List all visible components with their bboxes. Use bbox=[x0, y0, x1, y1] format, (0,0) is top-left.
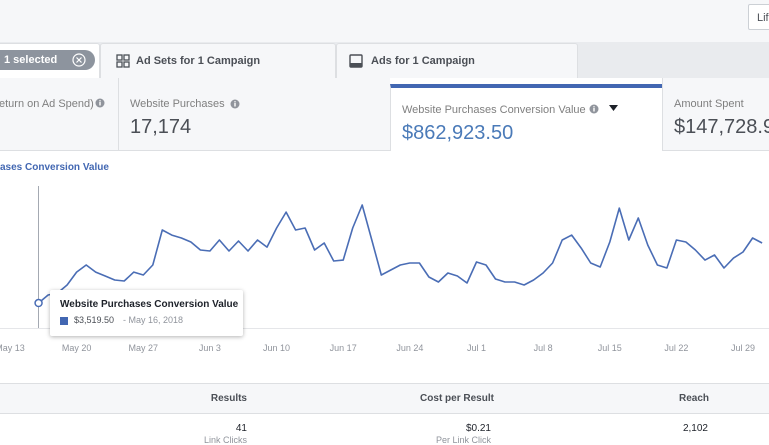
x-tick-label: Jun 3 bbox=[199, 343, 221, 353]
column-header[interactable]: Cost per Result bbox=[420, 393, 494, 404]
metric-cell-selected[interactable]: Website Purchases Conversion Value $862,… bbox=[390, 84, 662, 151]
info-icon bbox=[589, 104, 599, 114]
info-icon bbox=[95, 98, 105, 108]
cell-value: 2,102 bbox=[682, 423, 708, 434]
dropdown-icon[interactable] bbox=[609, 105, 618, 112]
x-tick-label: Jul 1 bbox=[467, 343, 486, 353]
info-icon bbox=[230, 99, 240, 109]
tooltip-title: Website Purchases Conversion Value bbox=[60, 299, 239, 310]
tooltip-swatch bbox=[60, 317, 68, 325]
tooltip-value: $3,519.50 bbox=[74, 315, 115, 325]
tooltip-date: - May 16, 2018 bbox=[123, 315, 184, 325]
hover-point bbox=[34, 298, 43, 308]
metric-label: Amount Spent bbox=[674, 98, 744, 110]
lifetime-button[interactable]: Lif bbox=[748, 4, 769, 30]
chart: May 13 May 20 May 27 Jun 3 Jun 10 Jun 17 Jun 2… bbox=[0, 186, 769, 353]
x-tick-label: Jun 10 bbox=[263, 343, 290, 353]
tab-label: Ad Sets for 1 Campaign bbox=[136, 55, 261, 67]
column-header[interactable]: Reach bbox=[678, 393, 710, 404]
line bbox=[38, 204, 763, 304]
metric-value: $862,923.50 bbox=[402, 122, 514, 144]
metric-cell[interactable]: Website Purchases 17,174 bbox=[118, 78, 390, 150]
x-tick-label: Jul 22 bbox=[664, 343, 688, 353]
x-tick-label: Jun 17 bbox=[330, 343, 357, 353]
x-tick-label: Jun 24 bbox=[396, 343, 423, 353]
metric-cell[interactable]: eturn on Ad Spend) bbox=[0, 78, 118, 150]
x-tick-label: Jul 15 bbox=[598, 343, 622, 353]
cell-sub: Per Link Click bbox=[435, 435, 491, 445]
x-tick-label: May 13 bbox=[0, 343, 25, 353]
adsets-tab[interactable]: Ad Sets for 1 Campaign bbox=[100, 43, 336, 78]
cell-value: 41 bbox=[235, 423, 247, 434]
metric-value: 17,174 bbox=[130, 116, 192, 138]
ads-tab[interactable]: Ads for 1 Campaign bbox=[336, 43, 578, 78]
metric-value: $147,728.9 bbox=[674, 116, 769, 138]
cell-sub: Link Clicks bbox=[203, 435, 247, 445]
selected-pill[interactable]: 1 selected bbox=[0, 50, 95, 70]
tab-label: Ads for 1 Campaign bbox=[371, 55, 475, 67]
clear-icon[interactable] bbox=[72, 53, 86, 67]
tooltip: Website Purchases Conversion Value $3,51… bbox=[50, 290, 243, 336]
x-tick-label: Jul 29 bbox=[731, 343, 755, 353]
table-header bbox=[0, 383, 769, 414]
ads-icon bbox=[349, 54, 363, 68]
x-tick-label: Jul 8 bbox=[534, 343, 553, 353]
metric-cell[interactable]: Amount Spent $147,728.9 bbox=[662, 78, 769, 150]
adsets-icon bbox=[116, 54, 130, 68]
x-tick-label: May 27 bbox=[129, 343, 159, 353]
metric-label: Website Purchases bbox=[130, 98, 225, 110]
x-tick-label: May 20 bbox=[62, 343, 92, 353]
column-header[interactable]: Results bbox=[210, 393, 247, 404]
metric-label: Website Purchases Conversion Value bbox=[402, 104, 586, 116]
cell-value: $0.21 bbox=[465, 423, 491, 434]
metric-label: eturn on Ad Spend) bbox=[0, 98, 94, 110]
chart-title: ases Conversion Value bbox=[0, 162, 109, 173]
pill-text: 1 selected bbox=[4, 54, 58, 66]
